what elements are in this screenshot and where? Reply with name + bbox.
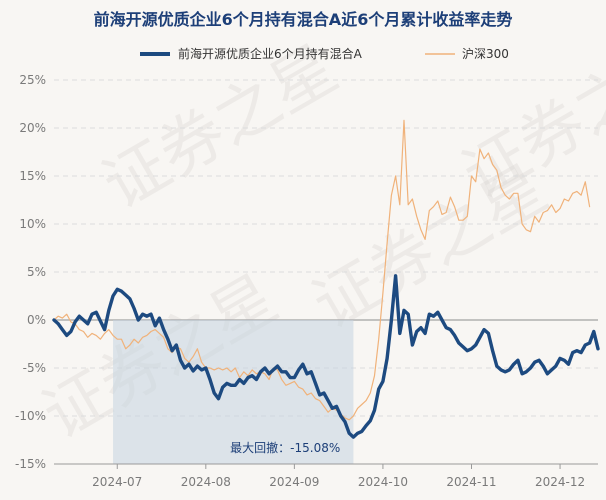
series-line-csi300: [53, 119, 591, 421]
x-tick-label: 2024-07: [92, 475, 142, 489]
legend-label-csi300: 沪深300: [462, 47, 509, 61]
x-axis: 2024-07 2024-08 2024-09 2024-10 2024-11 2024-…: [54, 463, 598, 489]
x-tick-label: 2024-10: [358, 475, 408, 489]
y-tick-label: 0%: [27, 313, 46, 327]
legend: 前海开源优质企业6个月持有混合A 沪深300: [140, 46, 509, 61]
y-tick-label: -10%: [15, 409, 46, 423]
y-tick-label: 15%: [19, 169, 46, 183]
x-tick-label: 2024-11: [446, 475, 496, 489]
y-tick-label: 5%: [27, 265, 46, 279]
y-tick-label: -15%: [15, 457, 46, 471]
x-tick-label: 2024-12: [535, 475, 585, 489]
y-tick-label: 20%: [19, 121, 46, 135]
y-tick-label: -5%: [23, 361, 46, 375]
drawdown-shade: [113, 320, 354, 464]
max-drawdown-area: 最大回撤：-15.08%: [113, 320, 354, 464]
legend-label-fund: 前海开源优质企业6个月持有混合A: [178, 46, 363, 61]
series-line-fund: [52, 274, 600, 439]
series-lines: [52, 119, 600, 439]
y-tick-label: 10%: [19, 217, 46, 231]
drawdown-label: 最大回撤：-15.08%: [230, 440, 340, 455]
x-tick-label: 2024-09: [269, 475, 319, 489]
x-tick-label: 2024-08: [181, 475, 231, 489]
y-axis: 25% 20% 15% 10% 5% 0% -5% -10% -15%: [15, 73, 46, 471]
y-tick-label: 25%: [19, 73, 46, 87]
chart-title: 前海开源优质企业6个月持有混合A近6个月累计收益率走势: [94, 10, 513, 29]
